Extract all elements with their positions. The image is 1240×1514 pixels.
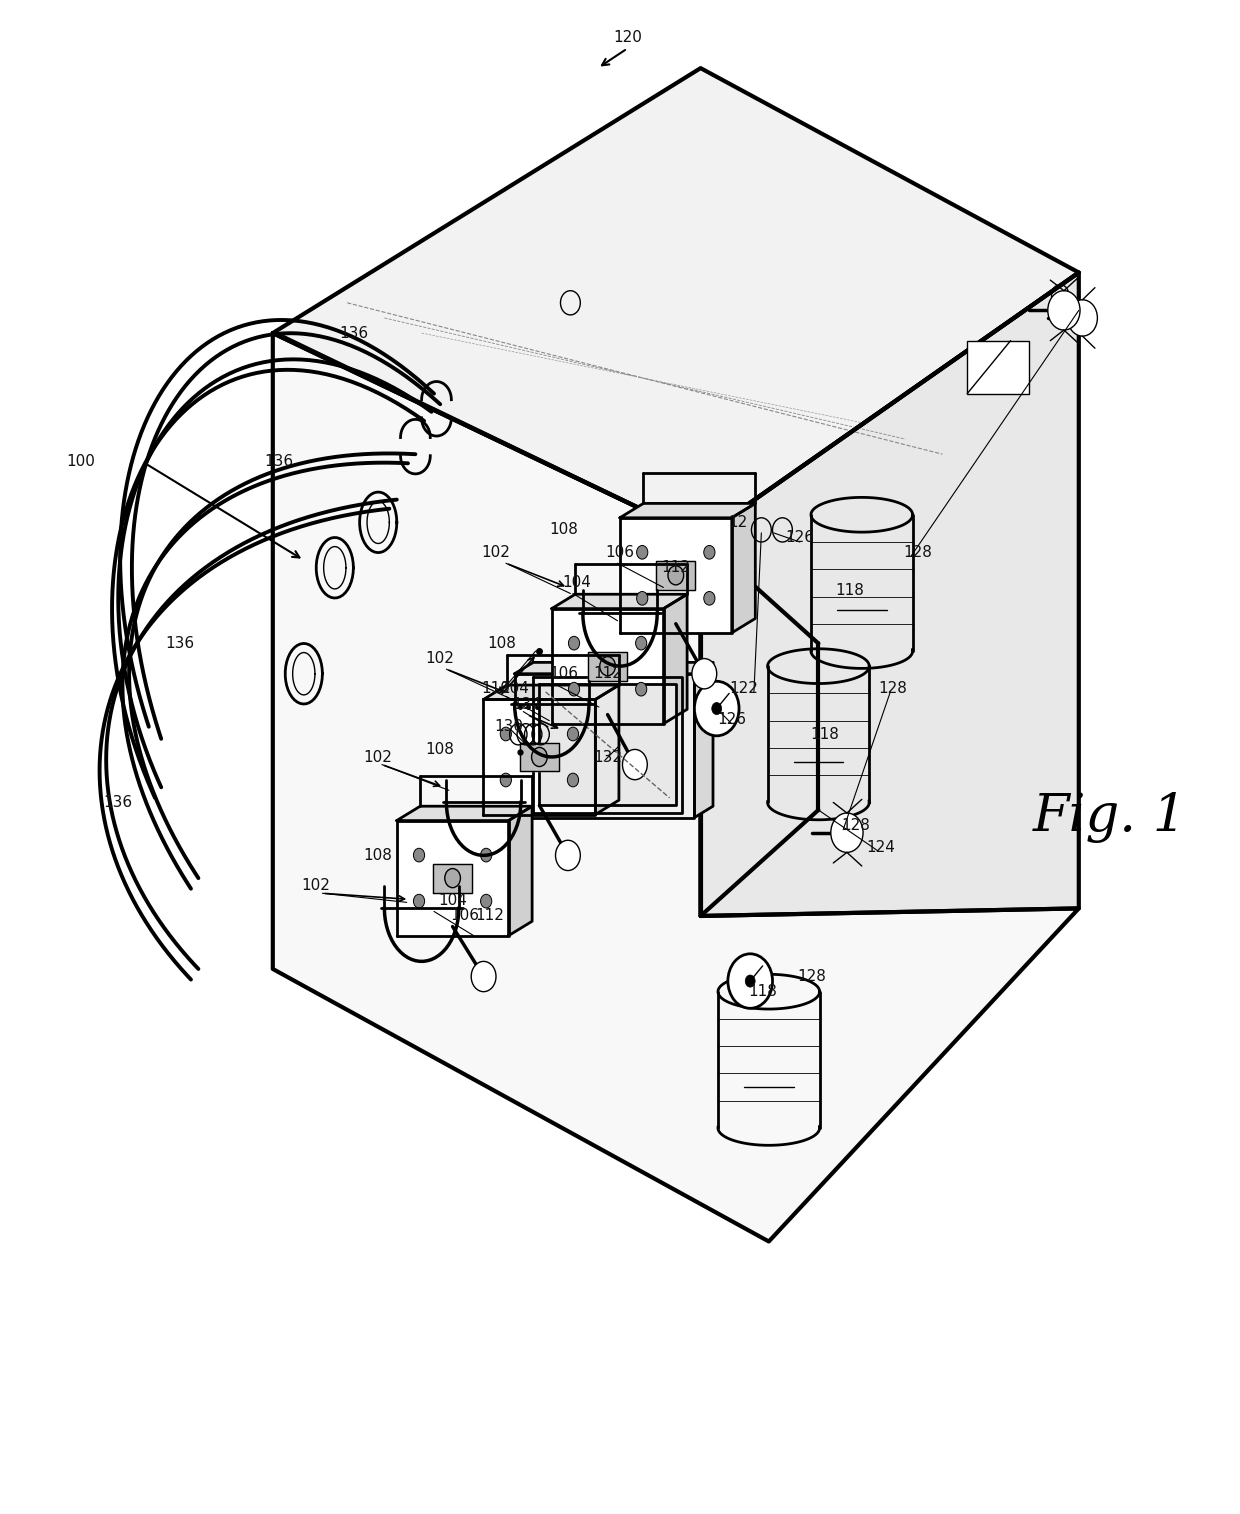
Circle shape: [481, 895, 492, 908]
Circle shape: [500, 774, 511, 787]
Circle shape: [728, 954, 773, 1008]
Text: 102: 102: [363, 749, 393, 765]
Text: 100: 100: [66, 454, 95, 469]
Polygon shape: [484, 684, 619, 699]
Text: 120: 120: [613, 30, 642, 45]
Polygon shape: [273, 333, 1079, 1241]
Polygon shape: [701, 273, 1079, 916]
Text: 136: 136: [264, 454, 294, 469]
Polygon shape: [620, 503, 755, 518]
Circle shape: [568, 636, 579, 650]
Text: 136: 136: [103, 795, 133, 810]
Polygon shape: [732, 503, 755, 633]
Circle shape: [704, 592, 715, 606]
Text: 104: 104: [438, 893, 467, 908]
Polygon shape: [539, 684, 676, 805]
Bar: [967, 341, 1029, 394]
Text: 104: 104: [562, 575, 591, 590]
Circle shape: [745, 975, 755, 987]
Polygon shape: [656, 562, 696, 589]
Text: 104: 104: [500, 681, 529, 696]
Polygon shape: [397, 821, 508, 936]
Circle shape: [568, 774, 579, 787]
Text: 106: 106: [450, 908, 480, 924]
Text: 134: 134: [512, 696, 542, 712]
Polygon shape: [520, 743, 559, 772]
Text: 118: 118: [748, 984, 777, 999]
Circle shape: [694, 681, 739, 736]
Polygon shape: [694, 663, 713, 818]
Circle shape: [600, 657, 615, 675]
Circle shape: [1068, 300, 1097, 336]
Circle shape: [445, 869, 460, 887]
Circle shape: [831, 813, 863, 852]
Text: 108: 108: [425, 742, 455, 757]
Circle shape: [636, 545, 647, 559]
Circle shape: [471, 961, 496, 992]
Polygon shape: [588, 651, 627, 680]
Circle shape: [568, 727, 579, 740]
Text: 136: 136: [339, 326, 368, 341]
Text: 108: 108: [549, 522, 579, 537]
Text: 122: 122: [729, 681, 759, 696]
Polygon shape: [515, 674, 694, 818]
Circle shape: [481, 848, 492, 861]
Text: 106: 106: [605, 545, 635, 560]
Circle shape: [413, 848, 424, 861]
Text: 136: 136: [165, 636, 195, 651]
Text: 110: 110: [481, 681, 511, 696]
Text: 108: 108: [487, 636, 517, 651]
Text: 128: 128: [903, 545, 932, 560]
Text: 106: 106: [549, 666, 579, 681]
Circle shape: [1048, 291, 1080, 330]
Text: 128: 128: [841, 818, 870, 833]
Text: 128: 128: [878, 681, 908, 696]
Text: 102: 102: [481, 545, 511, 560]
Text: 126: 126: [717, 712, 746, 727]
Polygon shape: [552, 609, 663, 724]
Polygon shape: [508, 805, 532, 936]
Circle shape: [704, 545, 715, 559]
Circle shape: [568, 683, 579, 696]
Text: 102: 102: [425, 651, 455, 666]
Circle shape: [622, 749, 647, 780]
Text: 102: 102: [301, 878, 331, 893]
Text: 126: 126: [785, 530, 815, 545]
Polygon shape: [595, 684, 619, 815]
Text: 118: 118: [810, 727, 839, 742]
Polygon shape: [433, 863, 472, 893]
Text: 130: 130: [494, 719, 523, 734]
Text: 108: 108: [363, 848, 393, 863]
Polygon shape: [620, 518, 732, 633]
Text: 118: 118: [835, 583, 864, 598]
Circle shape: [556, 840, 580, 871]
Text: 112: 112: [475, 908, 505, 924]
Circle shape: [636, 683, 647, 696]
Text: 124: 124: [866, 840, 895, 855]
Circle shape: [532, 748, 547, 766]
Polygon shape: [515, 663, 713, 674]
Circle shape: [712, 702, 722, 715]
Polygon shape: [397, 805, 532, 821]
Polygon shape: [663, 593, 687, 724]
Circle shape: [636, 636, 647, 650]
Polygon shape: [273, 68, 1079, 537]
Text: 112: 112: [661, 560, 691, 575]
Polygon shape: [484, 699, 595, 815]
Circle shape: [692, 659, 717, 689]
Circle shape: [413, 895, 424, 908]
Circle shape: [668, 566, 683, 584]
Text: 12: 12: [728, 515, 748, 530]
Text: 112: 112: [593, 666, 622, 681]
Text: Fig. 1: Fig. 1: [1033, 792, 1187, 843]
Text: 128: 128: [797, 969, 827, 984]
Polygon shape: [552, 593, 687, 609]
Text: 132: 132: [593, 749, 622, 765]
Circle shape: [500, 727, 511, 740]
Circle shape: [636, 592, 647, 606]
